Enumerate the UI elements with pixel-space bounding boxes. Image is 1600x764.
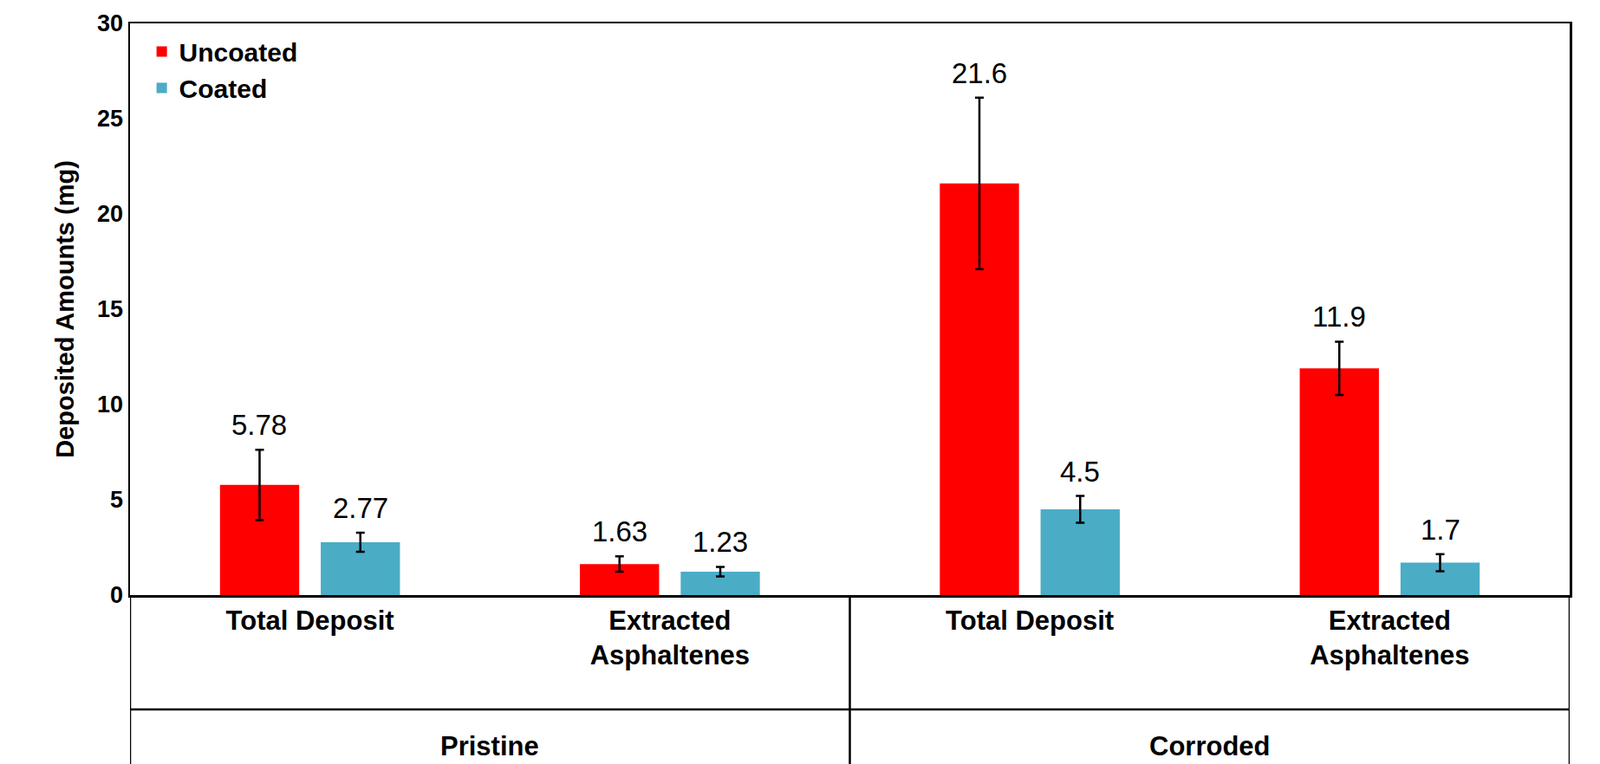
svg-text:11.9: 11.9	[1312, 300, 1366, 333]
svg-text:Deposited Amounts (mg): Deposited Amounts (mg)	[51, 160, 79, 459]
svg-text:Total Deposit: Total Deposit	[945, 605, 1114, 637]
svg-text:ExtractedAsphaltenes: ExtractedAsphaltenes	[1309, 605, 1470, 671]
svg-text:5: 5	[110, 487, 124, 514]
svg-text:4.5: 4.5	[1060, 455, 1100, 488]
svg-text:2.77: 2.77	[332, 492, 389, 525]
svg-text:25: 25	[97, 105, 124, 132]
svg-text:5.78: 5.78	[231, 409, 287, 442]
svg-text:21.6: 21.6	[951, 57, 1008, 90]
svg-text:Total Deposit: Total Deposit	[226, 605, 395, 637]
svg-text:Uncoated: Uncoated	[179, 38, 299, 67]
svg-text:20: 20	[97, 201, 124, 228]
svg-text:Pristine: Pristine	[440, 731, 540, 762]
svg-text:1.23: 1.23	[692, 526, 748, 559]
svg-text:Corroded: Corroded	[1149, 731, 1271, 762]
svg-text:1.7: 1.7	[1420, 513, 1461, 547]
svg-text:15: 15	[97, 296, 124, 323]
svg-text:1.63: 1.63	[591, 515, 648, 548]
svg-text:Coated: Coated	[179, 74, 268, 104]
svg-text:30: 30	[97, 10, 124, 37]
svg-text:ExtractedAsphaltenes: ExtractedAsphaltenes	[590, 605, 750, 671]
svg-text:10: 10	[97, 391, 124, 418]
svg-text:0: 0	[110, 582, 124, 609]
